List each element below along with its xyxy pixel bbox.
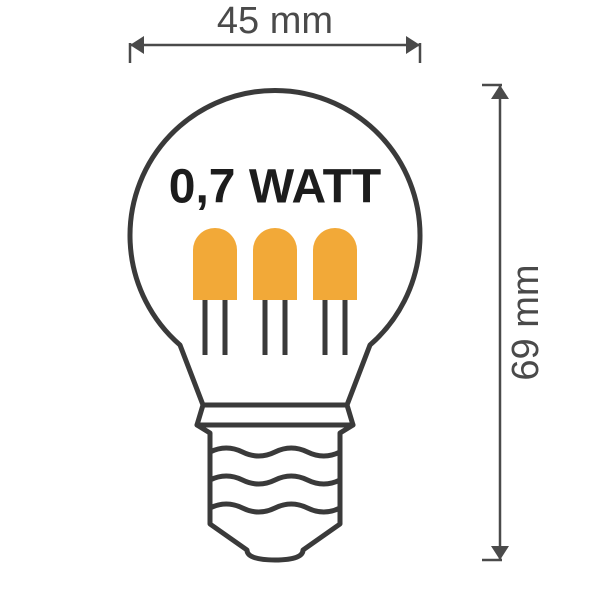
width-dim-label: 45 mm (217, 0, 333, 42)
wattage-label: 0,7 WATT (169, 161, 381, 214)
bulb-diagram: 45 mm 69 mm 0,7 WATT (0, 0, 600, 600)
bulb-thread-0 (210, 448, 340, 456)
height-dim-label: 69 mm (505, 264, 547, 380)
bulb-thread-1 (210, 476, 340, 484)
led-cap-1 (253, 228, 297, 300)
led-cap-2 (313, 228, 357, 300)
height-dim-arrow-bottom (491, 546, 509, 560)
bulb-thread-2 (210, 504, 340, 512)
led-cap-0 (193, 228, 237, 300)
diagram-svg: 45 mm 69 mm 0,7 WATT (0, 0, 600, 600)
width-dim-arrow-left (130, 36, 144, 54)
height-dim-arrow-top (491, 85, 509, 99)
width-dim-arrow-right (406, 36, 420, 54)
